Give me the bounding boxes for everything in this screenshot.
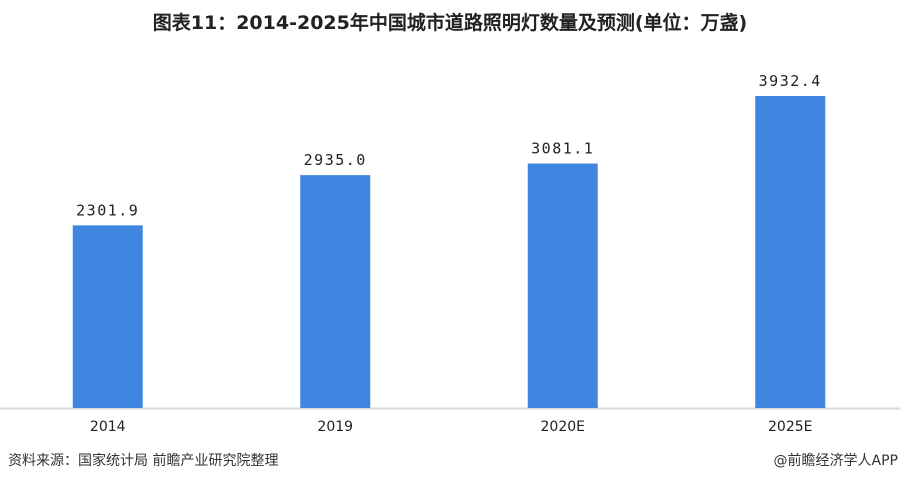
data-label: 2301.9 bbox=[76, 201, 139, 219]
credit-note: @前瞻经济学人APP bbox=[773, 453, 898, 469]
bar-2019 bbox=[300, 175, 371, 408]
chart-title: 图表11：2014-2025年中国城市道路照明灯数量及预测(单位：万盏) bbox=[152, 12, 748, 34]
source-note: 资料来源：国家统计局 前瞻产业研究院整理 bbox=[8, 453, 279, 469]
bar-2020E bbox=[527, 163, 598, 408]
bar-2014 bbox=[72, 225, 143, 408]
data-label: 2935.0 bbox=[304, 151, 367, 169]
x-tick-label: 2025E bbox=[768, 419, 812, 435]
x-tick-label: 2014 bbox=[90, 419, 126, 435]
x-tick-label: 2020E bbox=[541, 419, 585, 435]
x-tick-label: 2019 bbox=[317, 419, 353, 435]
data-label: 3081.1 bbox=[531, 140, 594, 158]
bar-2025E bbox=[755, 96, 826, 408]
data-label: 3932.4 bbox=[759, 72, 822, 90]
